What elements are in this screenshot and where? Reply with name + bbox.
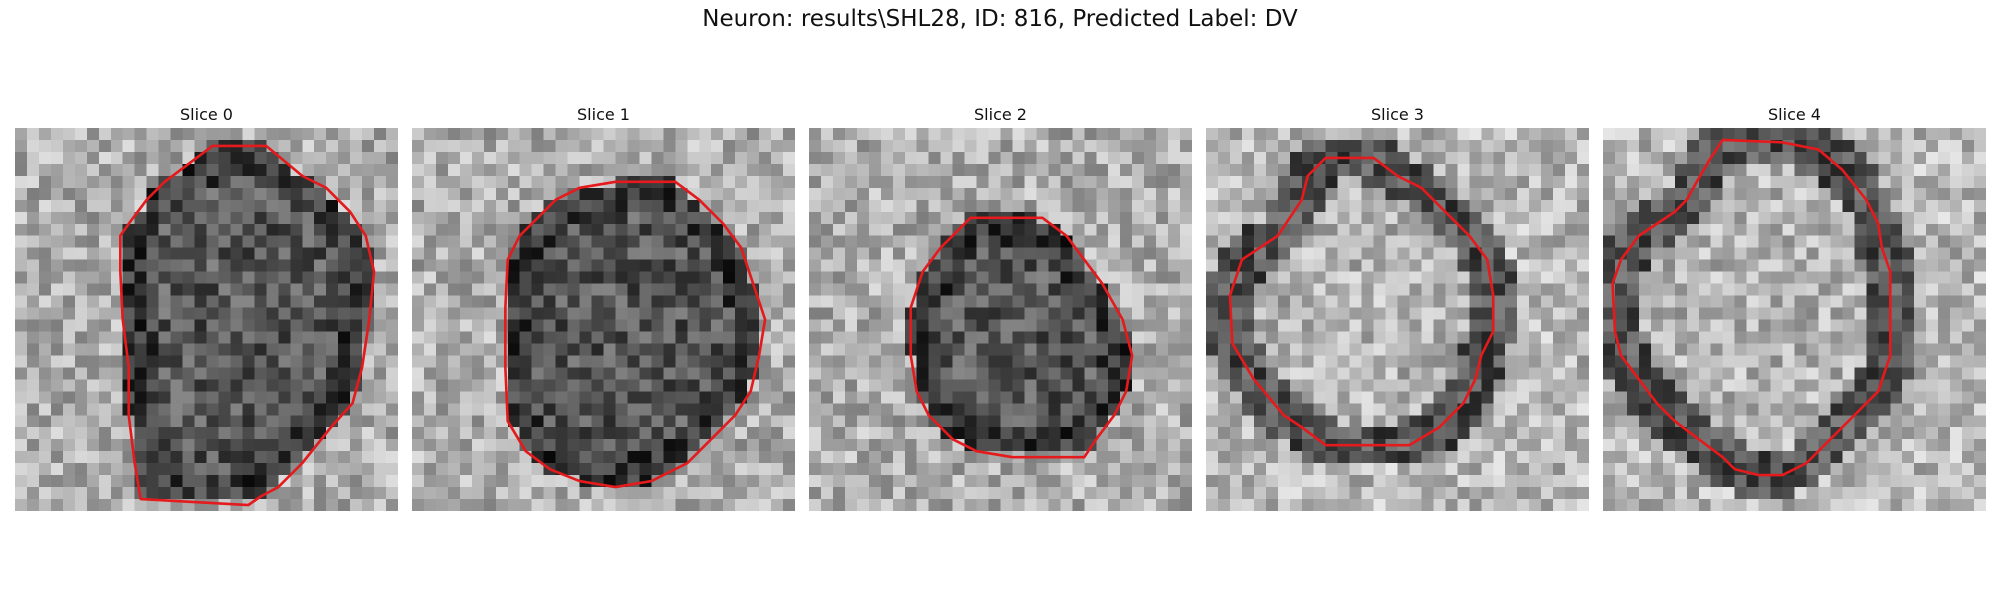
slice-image <box>1603 128 1986 511</box>
contour-outline <box>909 216 1134 459</box>
slice-title: Slice 4 <box>1768 105 1821 124</box>
figure-title: Neuron: results\SHL28, ID: 816, Predicte… <box>702 6 1298 32</box>
slice-image <box>412 128 795 511</box>
slice-title: Slice 3 <box>1371 105 1424 124</box>
slice-title: Slice 1 <box>577 105 630 124</box>
contour-outline <box>1611 138 1892 477</box>
contour-outline <box>1228 156 1495 447</box>
slice-image <box>1206 128 1589 511</box>
slice-title: Slice 2 <box>974 105 1027 124</box>
slice-panel-2: Slice 2 <box>809 106 1192 511</box>
contour-outline <box>119 144 376 507</box>
slice-panel-1: Slice 1 <box>412 106 795 511</box>
slice-panel-0: Slice 0 <box>15 106 398 511</box>
slice-title: Slice 0 <box>180 105 233 124</box>
slice-image <box>15 128 398 511</box>
slice-image <box>809 128 1192 511</box>
contour-outline <box>504 180 767 489</box>
slice-panel-4: Slice 4 <box>1603 106 1986 511</box>
slice-panel-3: Slice 3 <box>1206 106 1589 511</box>
